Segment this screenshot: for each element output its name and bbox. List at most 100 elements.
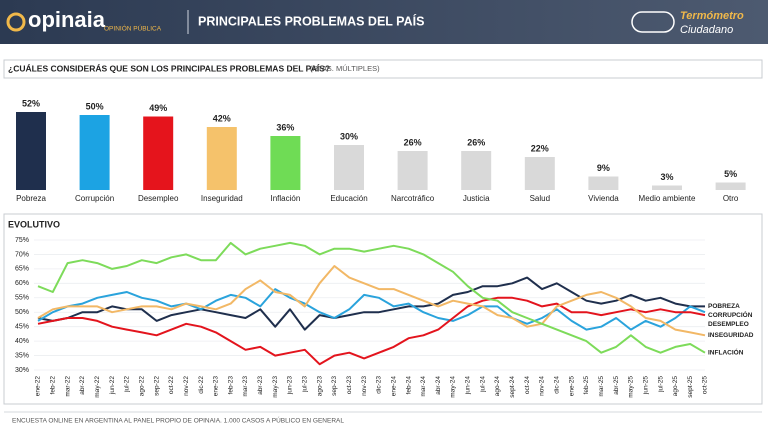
x-tick-label: oct-23 xyxy=(346,376,353,394)
category-label: Vivienda xyxy=(588,194,619,203)
x-tick-label: abr-25 xyxy=(613,376,620,395)
value-label: 36% xyxy=(276,122,294,132)
x-tick-label: feb-22 xyxy=(50,376,57,395)
x-tick-label: jun-24 xyxy=(465,376,472,395)
y-tick-label: 65% xyxy=(15,266,29,273)
x-tick-label: feb-24 xyxy=(405,376,412,395)
y-tick-label: 35% xyxy=(15,352,29,359)
x-tick-label: jul-22 xyxy=(124,376,131,393)
line-chart-frame xyxy=(3,213,763,405)
y-tick-label: 75% xyxy=(15,237,29,244)
x-tick-label: ago-23 xyxy=(316,376,323,397)
x-tick-label: nov-22 xyxy=(183,376,190,396)
x-tick-label: may-23 xyxy=(272,376,279,398)
bar xyxy=(16,112,46,190)
category-label: Inseguridad xyxy=(201,194,243,203)
category-label: Inflación xyxy=(271,194,301,203)
value-label: 5% xyxy=(724,169,737,179)
y-tick-label: 55% xyxy=(15,295,29,302)
y-tick-label: 50% xyxy=(15,309,29,316)
x-tick-label: ene-22 xyxy=(35,376,42,397)
header-title: PRINCIPALES PROBLEMAS DEL PAÍS xyxy=(198,13,424,28)
x-tick-label: ene-25 xyxy=(568,376,575,397)
y-tick-label: 60% xyxy=(15,280,29,287)
value-label: 26% xyxy=(467,137,485,147)
series-label: POBREZA xyxy=(708,303,740,310)
series-label: INSEGURIDAD xyxy=(708,332,754,339)
category-label: Corrupción xyxy=(75,194,114,203)
series-line xyxy=(37,276,705,331)
x-tick-label: oct-24 xyxy=(524,376,531,394)
x-tick-label: nov-24 xyxy=(539,376,546,396)
y-tick-label: 40% xyxy=(15,338,29,345)
value-label: 22% xyxy=(531,143,549,153)
category-label: Narcotráfico xyxy=(391,194,435,203)
bar xyxy=(588,176,619,190)
value-label: 30% xyxy=(340,131,358,141)
y-tick-label: 45% xyxy=(15,324,29,331)
category-label: Justicia xyxy=(463,194,490,203)
x-tick-label: abr-24 xyxy=(435,376,442,395)
x-tick-label: may-22 xyxy=(94,376,101,398)
bar xyxy=(652,185,682,190)
bar xyxy=(524,157,555,190)
value-label: 26% xyxy=(404,137,422,147)
logo-icon xyxy=(6,12,26,32)
value-label: 49% xyxy=(149,103,167,113)
category-label: Otro xyxy=(723,194,739,203)
y-tick-label: 70% xyxy=(15,251,29,258)
series-line xyxy=(37,296,706,366)
x-tick-label: ago-24 xyxy=(494,376,501,397)
x-tick-label: mar-24 xyxy=(420,376,427,397)
category-label: Educación xyxy=(330,194,367,203)
x-tick-label: ago-22 xyxy=(138,376,145,397)
x-tick-label: mar-25 xyxy=(598,376,605,397)
badge-line2: Ciudadano xyxy=(680,24,733,36)
x-tick-label: mar-23 xyxy=(242,376,249,397)
category-label: Desempleo xyxy=(138,194,179,203)
x-tick-label: sep-22 xyxy=(153,376,160,396)
series-line xyxy=(37,288,706,331)
y-tick-label: 30% xyxy=(15,367,29,374)
x-tick-label: may-24 xyxy=(450,376,457,398)
x-tick-label: sep-23 xyxy=(331,376,338,396)
line-chart-title: EVOLUTIVO xyxy=(8,219,60,229)
x-tick-label: dic-22 xyxy=(198,376,205,394)
x-tick-label: ene-24 xyxy=(390,376,397,397)
bar xyxy=(334,145,364,190)
footer: ENCUESTA ONLINE EN ARGENTINA AL PANEL PR… xyxy=(12,416,344,425)
badge-line1: Termómetro xyxy=(680,10,744,22)
bar xyxy=(270,136,301,190)
series-label: CORRUPCIÓN xyxy=(708,310,753,319)
x-tick-label: oct-25 xyxy=(702,376,709,394)
brand-sub: OPINIÓN PÚBLICA xyxy=(104,24,162,33)
x-tick-label: jul-23 xyxy=(302,376,309,393)
x-tick-label: feb-23 xyxy=(227,376,234,395)
value-label: 50% xyxy=(86,101,104,111)
x-tick-label: may-25 xyxy=(628,376,635,398)
series-line xyxy=(37,241,706,354)
x-tick-label: mar-22 xyxy=(64,376,71,397)
bar xyxy=(397,151,428,190)
brand: opinaia xyxy=(28,7,106,32)
x-tick-label: oct-22 xyxy=(168,376,175,394)
category-label: Pobreza xyxy=(16,194,46,203)
question-note: (RTAS. MÚLTIPLES) xyxy=(310,64,380,73)
category-label: Medio ambiente xyxy=(639,194,696,203)
x-tick-label: ene-23 xyxy=(213,376,220,397)
x-tick-label: jun-25 xyxy=(642,376,649,395)
bar xyxy=(461,151,492,190)
x-tick-label: jun-22 xyxy=(109,376,116,395)
x-tick-label: sept-24 xyxy=(509,376,516,398)
value-label: 52% xyxy=(22,98,40,108)
x-tick-label: sept-25 xyxy=(687,376,694,398)
bar xyxy=(79,115,110,190)
x-tick-label: jul-24 xyxy=(479,376,486,393)
question: ¿CUÁLES CONSIDERÁS QUE SON LOS PRINCIPAL… xyxy=(8,63,330,73)
badge-icon xyxy=(631,11,675,33)
series-line xyxy=(37,265,706,337)
x-tick-label: jun-23 xyxy=(287,376,294,395)
series-label: INFLACIÓN xyxy=(708,347,744,356)
x-tick-label: ago-25 xyxy=(672,376,679,397)
